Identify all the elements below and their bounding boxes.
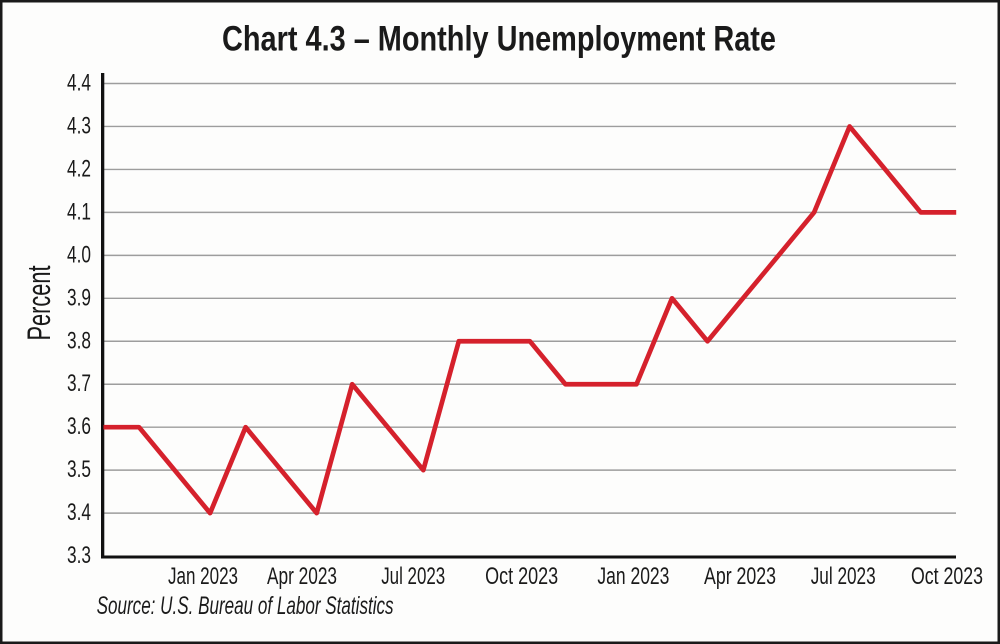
svg-text:Chart 4.3 – Monthly Unemployme: Chart 4.3 – Monthly Unemployment Rate: [222, 20, 776, 59]
svg-text:3.4: 3.4: [67, 499, 91, 526]
svg-text:3.7: 3.7: [67, 370, 91, 397]
svg-text:4.4: 4.4: [67, 70, 91, 97]
svg-text:3.9: 3.9: [67, 284, 91, 311]
svg-text:3.8: 3.8: [67, 327, 91, 354]
svg-text:Apr 2023: Apr 2023: [704, 563, 776, 590]
svg-text:Oct 2023: Oct 2023: [911, 563, 983, 590]
svg-text:4.2: 4.2: [67, 155, 91, 182]
svg-text:4.3: 4.3: [67, 113, 91, 140]
svg-text:Jul 2023: Jul 2023: [811, 563, 876, 590]
svg-text:Apr 2023: Apr 2023: [267, 563, 337, 590]
svg-text:3.6: 3.6: [67, 413, 91, 440]
svg-text:3.3: 3.3: [67, 542, 91, 569]
svg-text:Source: U.S. Bureau of Labor S: Source: U.S. Bureau of Labor Statistics: [97, 593, 394, 620]
svg-text:4.1: 4.1: [67, 198, 91, 225]
svg-text:Percent: Percent: [21, 265, 57, 340]
svg-text:Jul 2023: Jul 2023: [381, 563, 445, 590]
svg-text:Oct 2023: Oct 2023: [485, 563, 558, 590]
svg-text:Jan 2023: Jan 2023: [597, 563, 669, 590]
svg-text:4.0: 4.0: [67, 241, 91, 268]
svg-text:3.5: 3.5: [67, 456, 91, 483]
svg-text:Jan 2023: Jan 2023: [168, 563, 238, 590]
